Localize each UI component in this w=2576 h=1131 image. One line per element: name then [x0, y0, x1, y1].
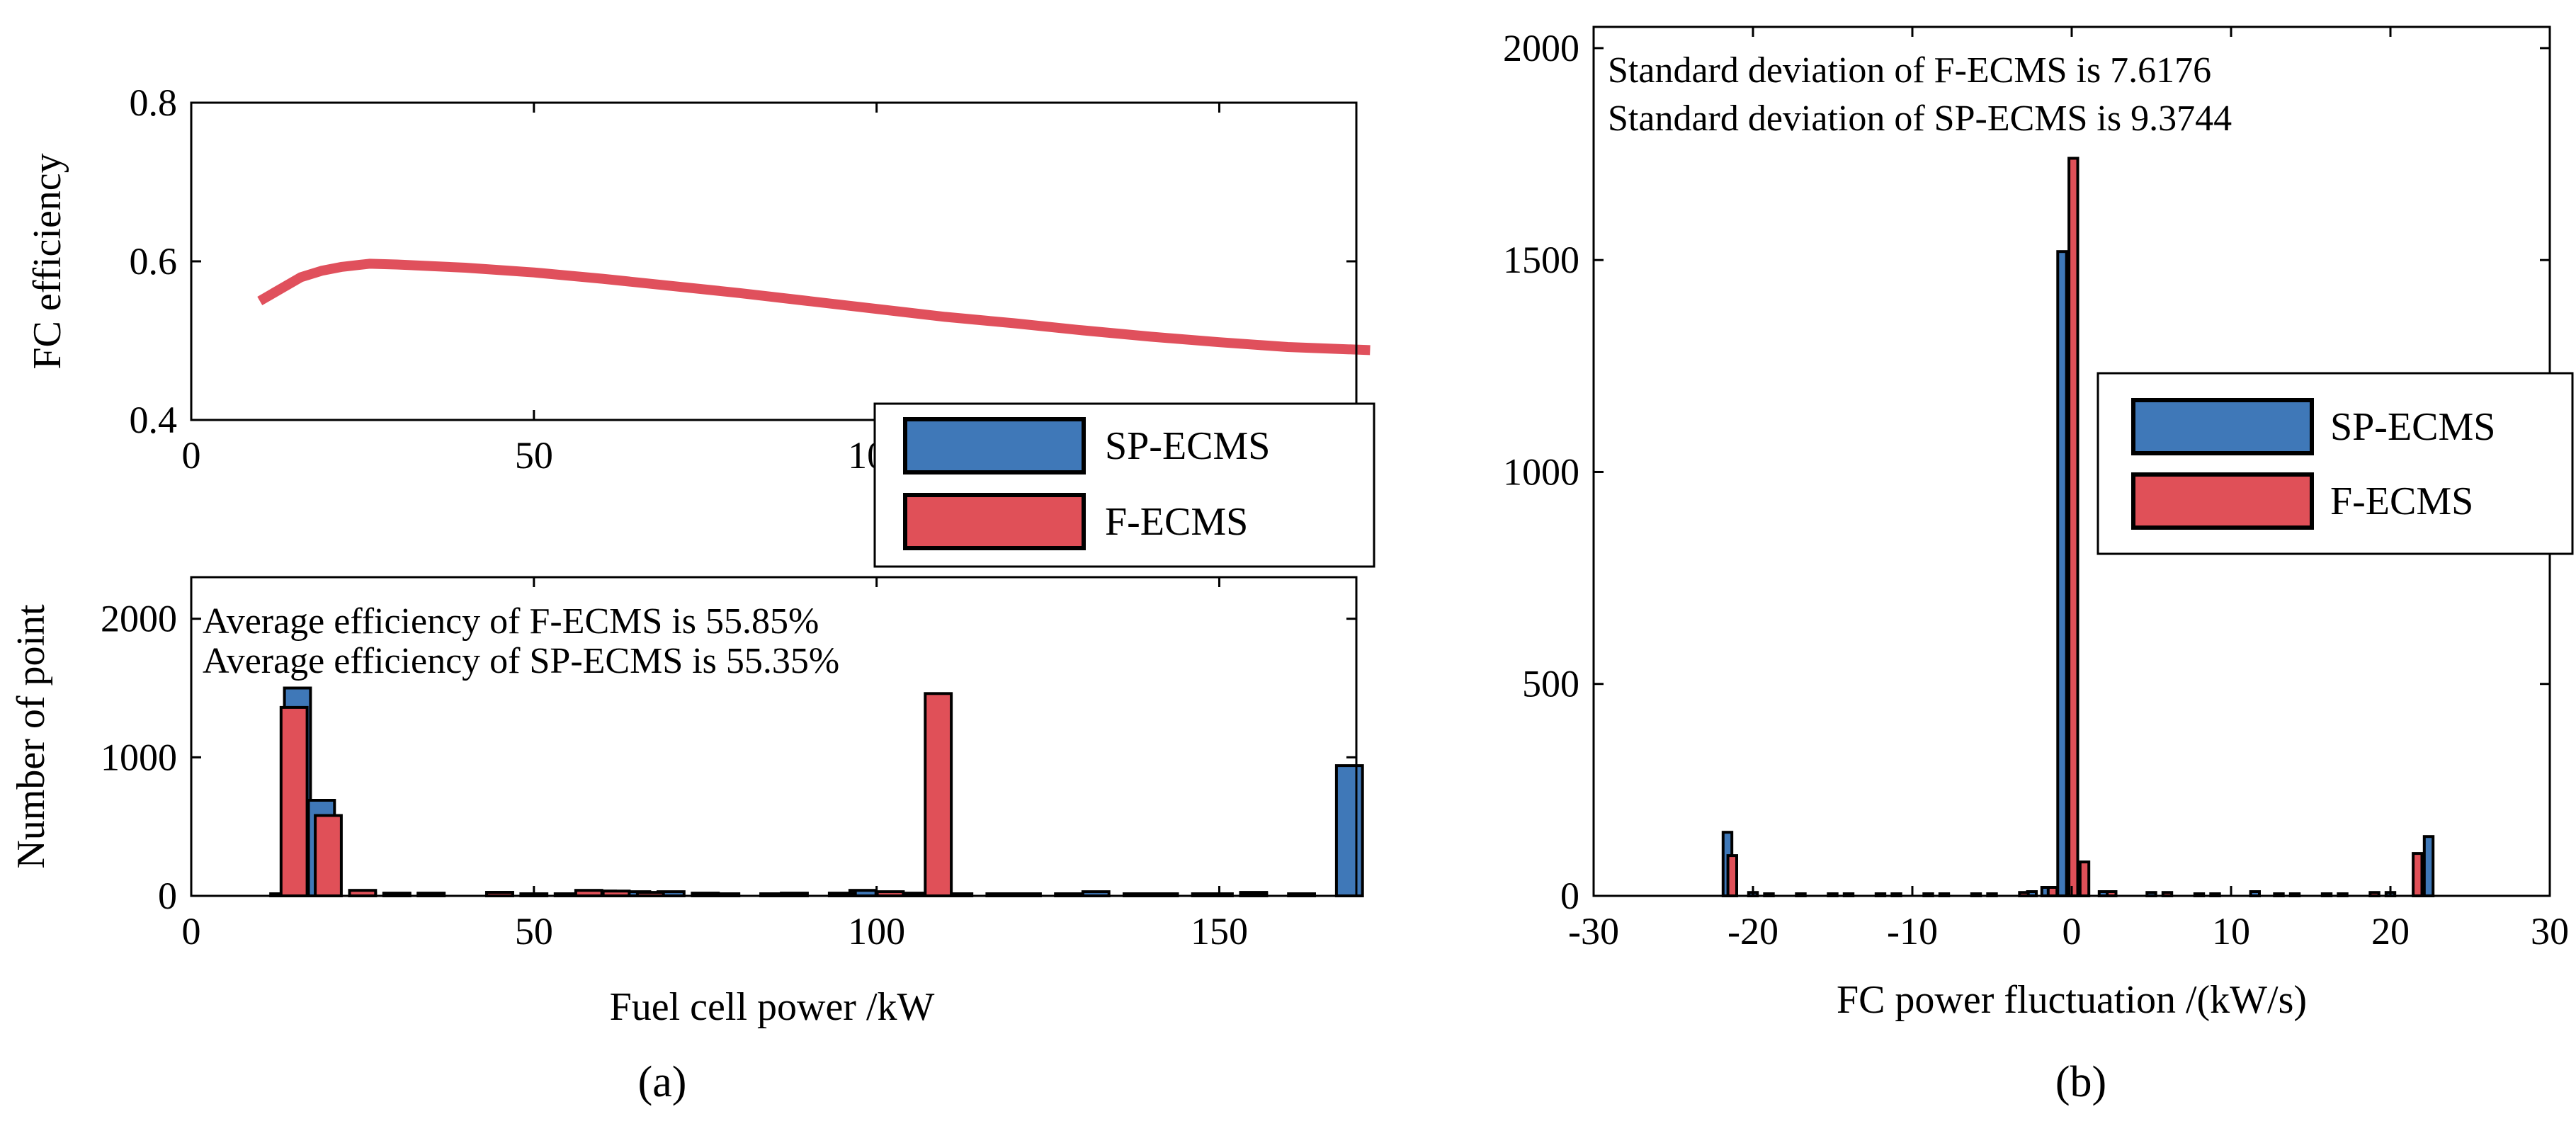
power-fluctuation-x-tick-label: 30 — [2531, 910, 2569, 953]
power-distribution-bar-f-ecms — [924, 692, 953, 897]
power-distribution-x-tick-label: 150 — [1191, 910, 1248, 953]
power-distribution-y-tick-label: 1000 — [101, 736, 177, 778]
left-legend-f-label: F-ECMS — [1105, 500, 1248, 544]
left-legend-sp-label: SP-ECMS — [1105, 424, 1270, 468]
efficiency-y-tick-label: 0.8 — [130, 81, 178, 124]
power-distribution-x-axis-label: Fuel cell power /kW — [610, 985, 935, 1029]
power-distribution-annotation-2: Average efficiency of SP-ECMS is 55.35% — [203, 641, 839, 681]
power-distribution-x-tick-label: 100 — [848, 910, 905, 953]
power-fluctuation-bar-f-ecms — [1726, 854, 1739, 897]
power-fluctuation-annotation-2: Standard deviation of SP-ECMS is 9.3744 — [1608, 98, 2232, 139]
efficiency-y-tick-label: 0.6 — [130, 240, 178, 283]
power-fluctuation-x-axis-label: FC power fluctuation /(kW/s) — [1837, 978, 2307, 1022]
power-fluctuation-y-tick-label: 1500 — [1503, 239, 1579, 281]
efficiency-y-tick-label: 0.4 — [130, 399, 178, 441]
efficiency-y-axis-label: FC efficiency — [25, 153, 69, 369]
power-fluctuation-bar-sp-ecms — [2056, 250, 2068, 897]
left-legend-f-swatch — [903, 493, 1086, 550]
power-fluctuation-annotation-1: Standard deviation of F-ECMS is 7.6176 — [1608, 50, 2211, 91]
power-fluctuation-bar-f-ecms — [2078, 860, 2091, 897]
right-legend: SP-ECMS F-ECMS — [2096, 372, 2574, 555]
power-distribution-x-tick-label: 50 — [515, 910, 553, 953]
power-fluctuation-x-tick-label: 20 — [2371, 910, 2410, 953]
power-fluctuation-bar-sp-ecms — [2422, 835, 2435, 897]
efficiency-plot-series — [257, 258, 1371, 356]
power-fluctuation-x-tick-label: 0 — [2062, 910, 2082, 953]
power-distribution-bar-f-ecms — [314, 814, 343, 897]
left-legend: SP-ECMS F-ECMS — [873, 402, 1375, 568]
power-fluctuation-bar-f-ecms — [2067, 157, 2079, 897]
power-fluctuation-x-tick-label: -20 — [1727, 910, 1778, 953]
power-fluctuation-y-tick-label: 0 — [1560, 875, 1579, 917]
power-distribution-bar-f-ecms — [279, 705, 309, 898]
panel-label-b: (b) — [2055, 1058, 2106, 1106]
power-fluctuation-bar-f-ecms — [2046, 886, 2059, 897]
power-distribution-bar-sp-ecms — [1334, 764, 1364, 897]
power-fluctuation-chart: 0 500 1000 1500 2000 -30 -20 -10 0 10 20 30 FC powe… — [1503, 25, 2569, 1022]
power-distribution-chart: 0 1000 2000 0 50 100 150 Number of point Fuel … — [9, 576, 1364, 1029]
power-distribution-bars — [269, 686, 1364, 898]
power-fluctuation-x-tick-label: -10 — [1887, 910, 1938, 953]
power-fluctuation-y-tick-label: 500 — [1522, 663, 1579, 705]
right-legend-sp-swatch — [2131, 398, 2314, 455]
power-fluctuation-x-tick-label: 10 — [2212, 910, 2250, 953]
efficiency-x-tick-label: 50 — [515, 434, 553, 477]
power-distribution-y-tick-label: 0 — [158, 875, 177, 917]
power-distribution-x-tick-label: 0 — [182, 910, 201, 953]
power-fluctuation-y-tick-label: 1000 — [1503, 450, 1579, 493]
power-distribution-y-axis-label: Number of point — [9, 604, 53, 869]
left-legend-sp-swatch — [903, 417, 1086, 474]
panel-label-a: (a) — [638, 1058, 687, 1106]
efficiency-line — [257, 258, 1371, 356]
power-fluctuation-ticks: 0 500 1000 1500 2000 -30 -20 -10 0 10 20 30 — [1503, 27, 2569, 953]
right-legend-f-swatch — [2131, 472, 2314, 530]
power-distribution-annotation-1: Average efficiency of F-ECMS is 55.85% — [203, 601, 819, 642]
power-distribution-ticks: 0 1000 2000 0 50 100 150 — [101, 577, 1356, 953]
efficiency-x-tick-label: 0 — [182, 434, 201, 477]
power-distribution-axes-box — [190, 576, 1358, 897]
power-fluctuation-bar-f-ecms — [2412, 852, 2424, 897]
power-fluctuation-y-tick-label: 2000 — [1503, 27, 1579, 69]
power-fluctuation-x-tick-label: -30 — [1568, 910, 1619, 953]
power-distribution-y-tick-label: 2000 — [101, 598, 177, 640]
right-legend-sp-label: SP-ECMS — [2330, 405, 2495, 449]
right-legend-f-label: F-ECMS — [2330, 479, 2473, 523]
